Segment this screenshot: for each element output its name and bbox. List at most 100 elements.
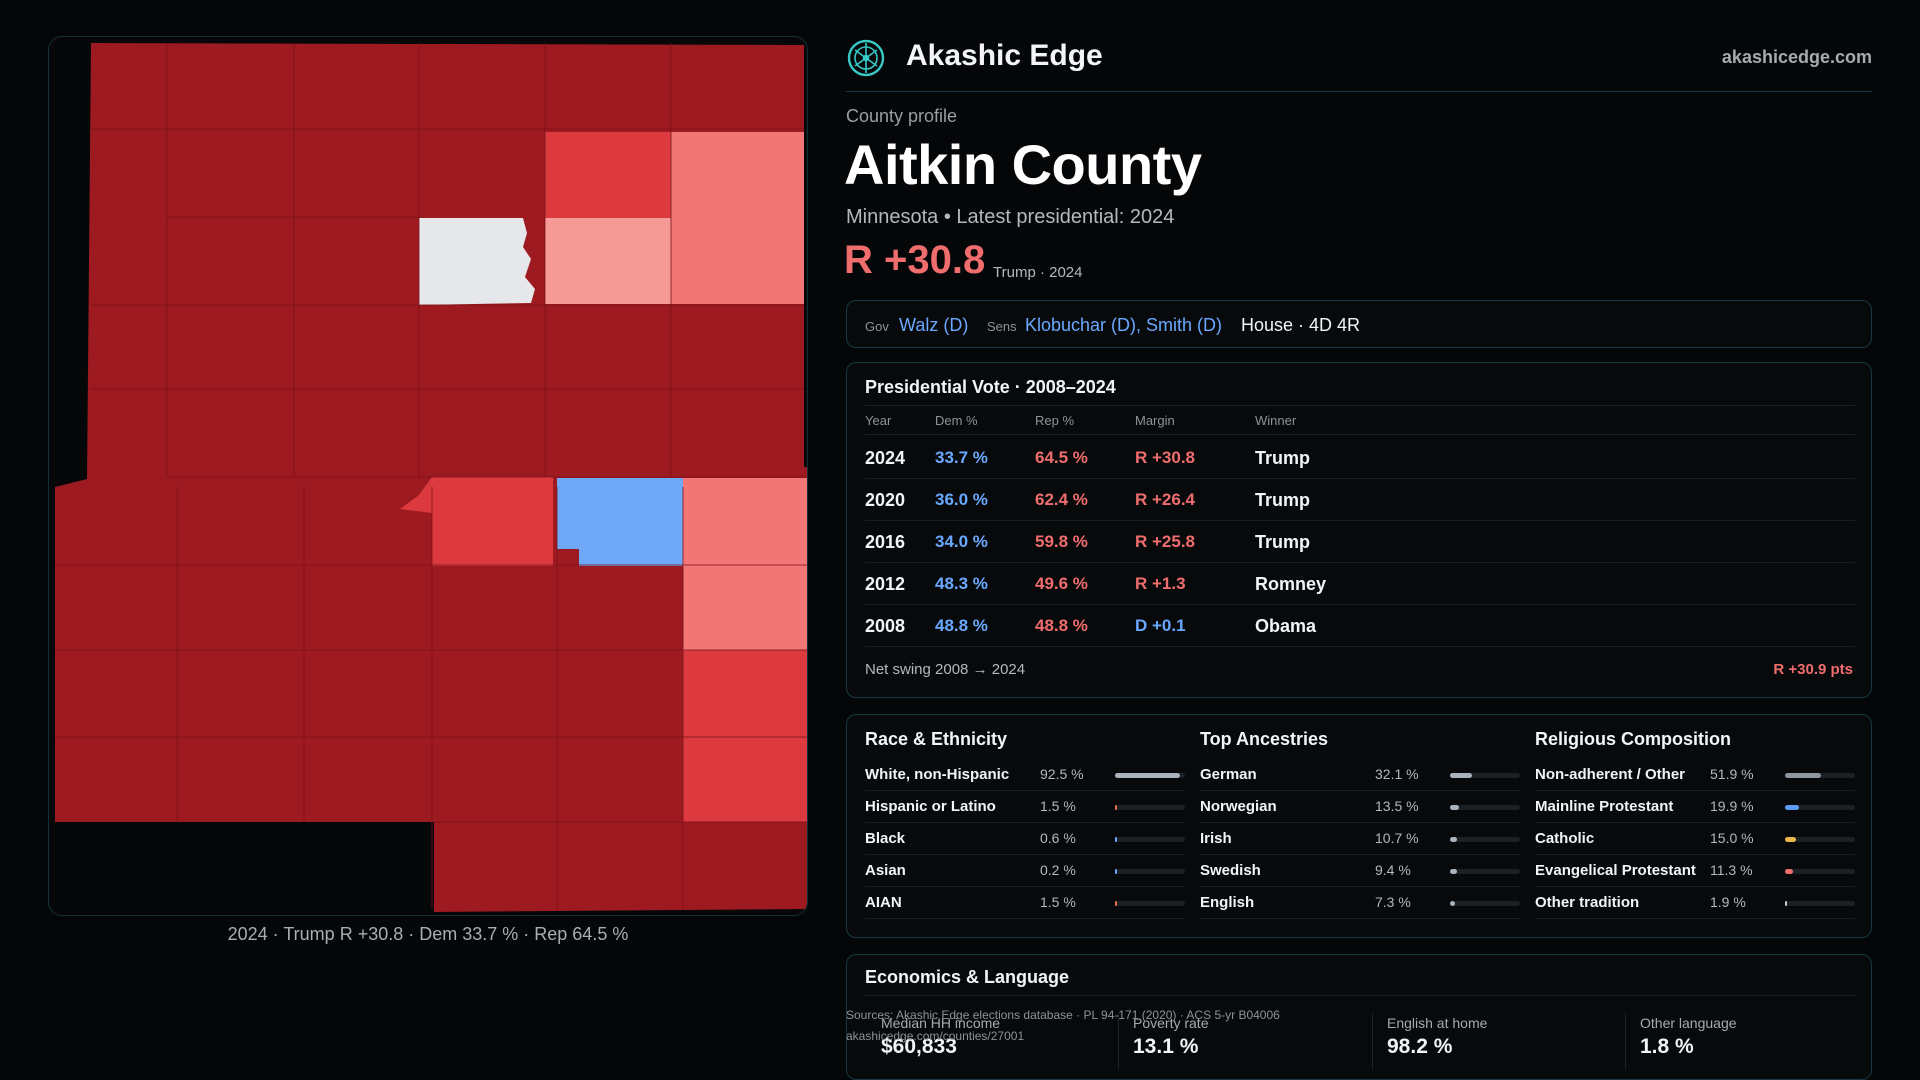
presidential-row[interactable]: 2008 48.8 % 48.8 % D +0.1 Obama (865, 605, 1855, 647)
demographic-bar-fill (1450, 901, 1455, 906)
col-winner: Winner (1255, 413, 1297, 428)
sens-label: Sens (987, 319, 1017, 334)
profile-kicker: County profile (846, 106, 958, 126)
econ-stat-value: 98.2 % (1387, 1035, 1453, 1058)
map-precinct-likely-r-2[interactable] (400, 477, 553, 566)
map-precinct-tilt-r-1[interactable] (545, 218, 671, 304)
precinct-map-svg[interactable] (49, 37, 808, 916)
cell-margin: R +25.8 (1135, 532, 1196, 551)
map-township-lines (55, 43, 807, 909)
governor[interactable]: Walz (D) (899, 315, 969, 335)
race-ethnicity-panel: Race & Ethnicity White, non-Hispanic 92.5 … (865, 715, 1185, 939)
demographic-bar-fill (1115, 837, 1117, 842)
econ-stat-poverty: Poverty rate 13.1 % (1133, 1015, 1363, 1075)
demographic-label: Hispanic or Latino (865, 798, 996, 815)
demographic-bar-fill (1115, 773, 1180, 778)
county-title: Aitkin County (844, 133, 1202, 196)
demographic-value: 1.9 % (1710, 894, 1746, 910)
cell-year: 2012 (865, 574, 906, 594)
map-precinct-likely-r-1[interactable] (545, 132, 671, 218)
map-precinct-lean-r-1[interactable] (671, 132, 804, 304)
demographic-label: Other tradition (1535, 894, 1640, 911)
econ-stat-other-language: Other language 1.8 % (1640, 1015, 1870, 1075)
demographic-row: Asian 0.2 % (865, 855, 1185, 887)
demographic-label: Swedish (1200, 862, 1261, 879)
demographic-bar-fill (1450, 805, 1459, 810)
cell-year: 2020 (865, 490, 906, 510)
demographic-label: White, non-Hispanic (865, 766, 1010, 783)
sources-url-link[interactable]: akashicedge.com/counties/27001 (846, 1029, 1025, 1043)
map-precinct-lean-d[interactable] (557, 478, 683, 566)
cell-rep-pct: 64.5 % (1035, 448, 1088, 467)
cell-margin: R +1.3 (1135, 574, 1186, 593)
demographic-value: 19.9 % (1710, 798, 1754, 814)
demographic-row: Catholic 15.0 % (1535, 823, 1855, 855)
map-precinct-likely-r-3[interactable] (683, 650, 807, 822)
demographic-bar-track (1450, 773, 1520, 778)
cell-winner: Trump (1255, 490, 1311, 510)
map-precinct-lean-r-2[interactable] (683, 478, 807, 564)
economics-language-card: Economics & Language Median HH income $6… (846, 954, 1872, 1080)
col-margin: Margin (1135, 413, 1175, 428)
demographic-bar-track (1115, 869, 1185, 874)
demographic-label: Mainline Protestant (1535, 798, 1674, 815)
demographic-row: German 32.1 % (1200, 759, 1520, 791)
demographic-row: Swedish 9.4 % (1200, 855, 1520, 887)
brand-site-link[interactable]: akashicedge.com (1721, 47, 1872, 67)
sources-note: Sources: Akashic Edge elections database… (846, 1005, 1280, 1047)
cell-year: 2016 (865, 532, 906, 552)
demographic-label: Catholic (1535, 830, 1595, 847)
demographic-bar-fill (1115, 869, 1117, 874)
presidential-row[interactable]: 2016 34.0 % 59.8 % R +25.8 Trump (865, 521, 1855, 563)
col-dem: Dem % (935, 413, 978, 428)
presidential-row[interactable]: 2024 33.7 % 64.5 % R +30.8 Trump (865, 437, 1855, 479)
brand-name[interactable]: Akashic Edge (906, 39, 1103, 72)
cell-margin: R +26.4 (1135, 490, 1196, 509)
sources-line: Sources: Akashic Edge elections database… (846, 1008, 1280, 1022)
demographic-row: Black 0.6 % (865, 823, 1185, 855)
demographic-row: Evangelical Protestant 11.3 % (1535, 855, 1855, 887)
map-precinct-lean-r-3[interactable] (683, 564, 807, 650)
demographic-bar-fill (1450, 869, 1457, 874)
demographics-panel-title: Religious Composition (1535, 729, 1731, 749)
senators[interactable]: Klobuchar (D), Smith (D) (1025, 315, 1223, 335)
econ-stat-english: English at home 98.2 % (1387, 1015, 1617, 1075)
presidential-row[interactable]: 2020 36.0 % 62.4 % R +26.4 Trump (865, 479, 1855, 521)
cell-rep-pct: 62.4 % (1035, 490, 1088, 509)
demographic-bar-track (1785, 869, 1855, 874)
demographic-value: 9.4 % (1375, 862, 1411, 878)
demographic-row: Hispanic or Latino 1.5 % (865, 791, 1185, 823)
demographic-bar-track (1785, 805, 1855, 810)
presidential-row[interactable]: 2012 48.3 % 49.6 % R +1.3 Romney (865, 563, 1855, 605)
demographic-row: Norwegian 13.5 % (1200, 791, 1520, 823)
compass-globe-icon[interactable] (846, 38, 886, 78)
presidential-vote-card: Presidential Vote · 2008–2024 Year Dem %… (846, 362, 1872, 698)
demographic-row: Mainline Protestant 19.9 % (1535, 791, 1855, 823)
demographic-value: 32.1 % (1375, 766, 1419, 782)
house-delegation: House · 4D 4R (1241, 315, 1361, 335)
econ-divider (1625, 1013, 1626, 1069)
demographic-label: Evangelical Protestant (1535, 862, 1696, 879)
demographic-row: Irish 10.7 % (1200, 823, 1520, 855)
cell-dem-pct: 36.0 % (935, 490, 988, 509)
cell-winner: Trump (1255, 532, 1311, 552)
cell-margin: R +30.8 (1135, 448, 1196, 467)
demographic-value: 1.5 % (1040, 798, 1076, 814)
demographic-bar-track (1115, 901, 1185, 906)
map-precinct-tie[interactable] (419, 218, 535, 305)
econ-stat-label: Poverty rate (1133, 1015, 1209, 1031)
net-swing-label: Net swing 2008 → 2024 (865, 661, 1026, 678)
demographic-label: Black (865, 830, 906, 847)
demographic-value: 1.5 % (1040, 894, 1076, 910)
demographic-row: Other tradition 1.9 % (1535, 887, 1855, 919)
cell-dem-pct: 34.0 % (935, 532, 988, 551)
demographic-label: Non-adherent / Other (1535, 766, 1686, 783)
economics-divider (865, 995, 1855, 996)
precinct-map[interactable] (48, 36, 808, 916)
econ-divider (1118, 1013, 1119, 1069)
top-ancestries-panel: Top Ancestries German 32.1 % Norwegian 13.5 … (1200, 715, 1520, 939)
demographic-value: 10.7 % (1375, 830, 1419, 846)
demographic-bar-track (1450, 837, 1520, 842)
demographic-value: 11.3 % (1710, 862, 1753, 878)
demographic-label: Norwegian (1200, 798, 1277, 815)
